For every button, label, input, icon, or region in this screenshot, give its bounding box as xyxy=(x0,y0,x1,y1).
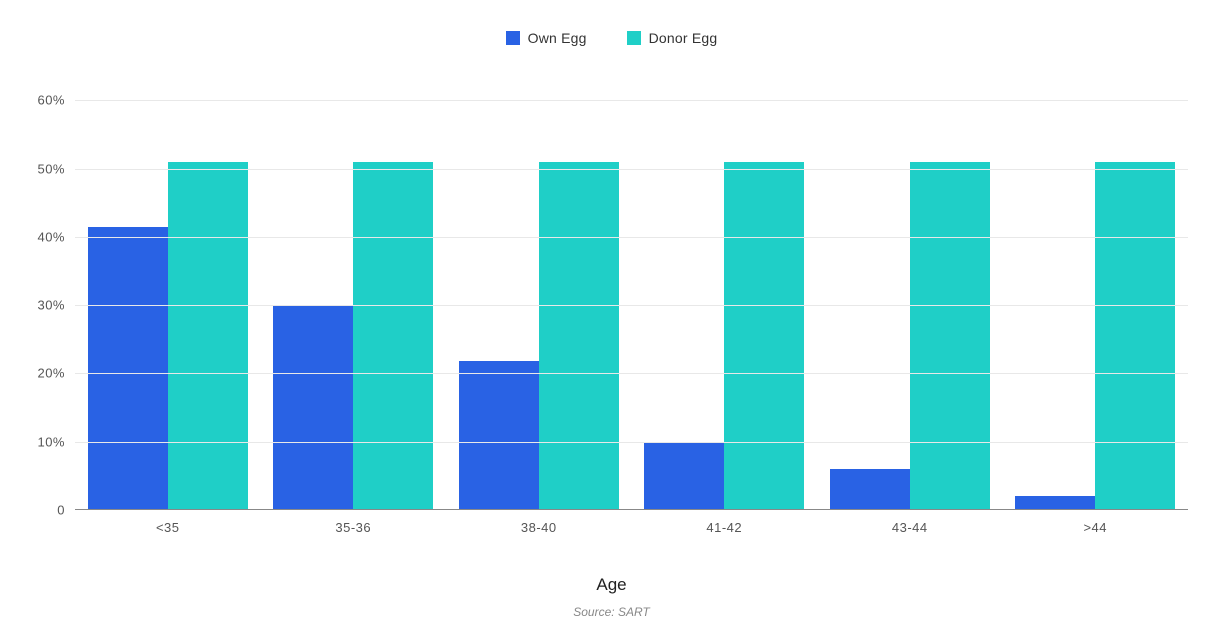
bar-group xyxy=(817,80,1003,510)
bar xyxy=(830,469,910,510)
bar xyxy=(1015,496,1095,510)
gridline xyxy=(75,442,1188,443)
legend-swatch-donor-egg xyxy=(627,31,641,45)
bar-chart: Own Egg Donor Egg 010%20%30%40%50%60% <3… xyxy=(20,20,1203,621)
legend-label: Own Egg xyxy=(528,30,587,46)
x-tick-label: 35-36 xyxy=(261,520,447,535)
bar xyxy=(353,162,433,510)
source-note: Source: SART xyxy=(20,605,1203,619)
gridline xyxy=(75,305,1188,306)
gridline xyxy=(75,237,1188,238)
x-tick-label: >44 xyxy=(1003,520,1189,535)
legend-swatch-own-egg xyxy=(506,31,520,45)
bar-group xyxy=(632,80,818,510)
y-tick-label: 60% xyxy=(25,93,65,108)
x-axis-title: Age xyxy=(20,575,1203,595)
y-tick-label: 10% xyxy=(25,434,65,449)
bar-group xyxy=(261,80,447,510)
bar-groups xyxy=(75,80,1188,510)
bar xyxy=(88,227,168,510)
x-tick-label: 41-42 xyxy=(632,520,818,535)
x-tick-label: <35 xyxy=(75,520,261,535)
bar xyxy=(910,162,990,510)
x-tick-label: 38-40 xyxy=(446,520,632,535)
y-tick-label: 0 xyxy=(25,503,65,518)
chart-legend: Own Egg Donor Egg xyxy=(20,20,1203,66)
x-tick-label: 43-44 xyxy=(817,520,1003,535)
y-tick-label: 40% xyxy=(25,229,65,244)
bar-group xyxy=(446,80,632,510)
y-tick-label: 20% xyxy=(25,366,65,381)
gridline xyxy=(75,373,1188,374)
gridline xyxy=(75,100,1188,101)
y-tick-label: 30% xyxy=(25,298,65,313)
bar xyxy=(644,442,724,510)
x-axis-baseline xyxy=(75,509,1188,510)
legend-item-own-egg: Own Egg xyxy=(506,30,587,46)
bar xyxy=(168,162,248,510)
legend-item-donor-egg: Donor Egg xyxy=(627,30,718,46)
bar xyxy=(273,305,353,510)
bar xyxy=(1095,162,1175,510)
gridline xyxy=(75,169,1188,170)
y-tick-label: 50% xyxy=(25,161,65,176)
bar-group xyxy=(1003,80,1189,510)
legend-label: Donor Egg xyxy=(649,30,718,46)
bar xyxy=(724,162,804,510)
bar xyxy=(539,162,619,510)
bar xyxy=(459,361,539,510)
x-axis-labels: <3535-3638-4041-4243-44>44 xyxy=(75,520,1188,535)
bar-group xyxy=(75,80,261,510)
plot-area: 010%20%30%40%50%60% xyxy=(75,80,1188,510)
